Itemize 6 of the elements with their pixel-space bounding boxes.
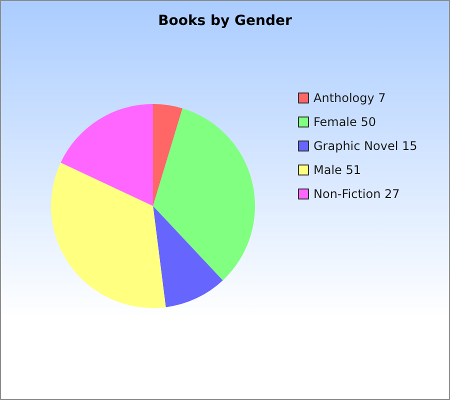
legend-label: Non-Fiction 27 bbox=[314, 187, 400, 201]
legend-label: Graphic Novel 15 bbox=[314, 139, 418, 153]
legend-label: Anthology 7 bbox=[314, 91, 386, 105]
chart-title: Books by Gender bbox=[158, 13, 292, 29]
legend-label: Female 50 bbox=[314, 115, 376, 129]
legend-label: Male 51 bbox=[314, 163, 362, 177]
